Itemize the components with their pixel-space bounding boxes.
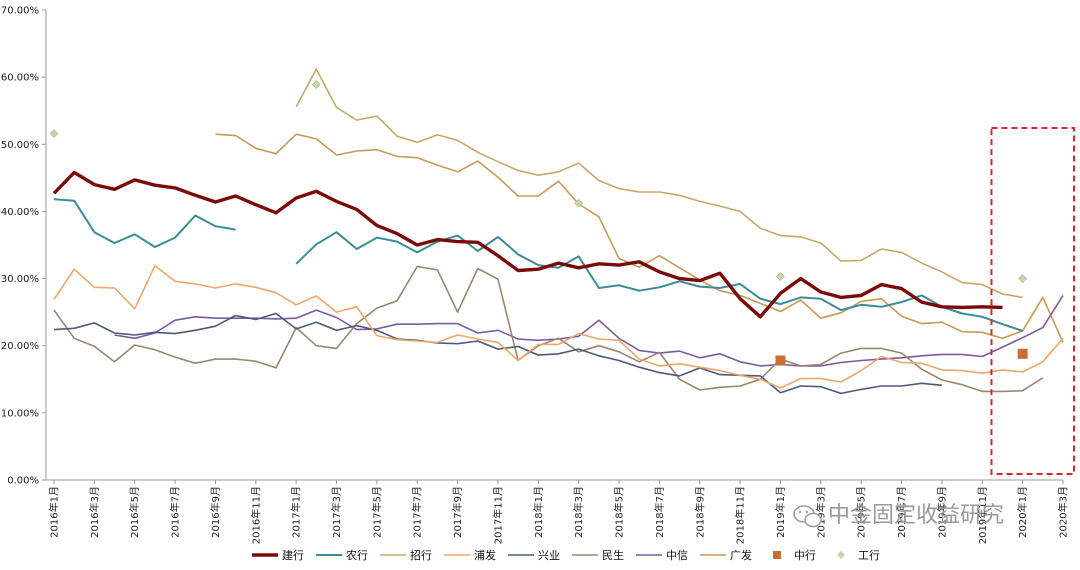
legend-item-农行: 农行 <box>316 548 368 562</box>
y-tick-label: 10.00% <box>1 408 39 419</box>
x-tick-label: 2016年1月 <box>48 486 61 538</box>
series-line-建行 <box>52 170 1003 319</box>
x-tick-label: 2016年5月 <box>128 486 141 538</box>
x-tick-label: 2019年5月 <box>855 486 868 538</box>
legend-label: 农行 <box>346 548 368 562</box>
y-tick-label: 0.00% <box>7 476 39 487</box>
legend-label: 招行 <box>410 548 432 562</box>
legend-item-民生: 民生 <box>572 548 624 562</box>
x-tick-label: 2019年7月 <box>895 486 908 538</box>
legend-label: 民生 <box>602 548 624 562</box>
x-tick-label: 2019年1月 <box>774 486 787 538</box>
y-tick-label: 20.00% <box>1 341 39 352</box>
legend-item-招行: 招行 <box>380 548 432 562</box>
marker-layer <box>49 80 1028 366</box>
x-tick-label: 2020年1月 <box>1016 486 1029 538</box>
legend-label: 工行 <box>858 549 880 562</box>
x-tick-label: 2018年1月 <box>532 486 545 538</box>
x-tick-label: 2020年3月 <box>1057 486 1070 538</box>
legend-label: 建行 <box>282 548 304 562</box>
legend-swatch <box>773 551 781 559</box>
x-tick-label: 2019年9月 <box>935 486 948 538</box>
legend-label: 浦发 <box>474 548 496 562</box>
watermark-text: 中金固定收益研究 <box>828 503 1004 528</box>
x-tick-label: 2018年3月 <box>572 486 585 538</box>
highlight-box <box>990 127 1076 475</box>
x-tick-label: 2016年7月 <box>169 486 182 538</box>
series-line-中信 <box>114 294 1064 367</box>
marker-diamond <box>311 80 321 89</box>
marker-diamond <box>1018 274 1028 283</box>
series-line-农行 <box>53 198 1023 332</box>
x-tick-label: 2016年3月 <box>88 486 101 538</box>
legend-item-浦发: 浦发 <box>444 548 496 562</box>
legend-swatch <box>837 551 845 559</box>
y-tick-label: 40.00% <box>1 207 39 218</box>
series-layer <box>52 68 1064 395</box>
marker-square <box>775 355 786 366</box>
watermark: 中金固定收益研究 <box>793 503 1004 528</box>
x-tick-label: 2016年11月 <box>249 486 262 544</box>
x-tick-label: 2018年9月 <box>693 486 706 538</box>
x-tick-label: 2018年11月 <box>734 486 747 544</box>
x-tick-label: 2017年7月 <box>411 486 424 538</box>
marker-diamond <box>776 272 785 281</box>
series-line-招行 <box>295 68 1023 299</box>
x-tick-label: 2017年3月 <box>330 486 343 538</box>
legend-label: 中行 <box>794 549 816 562</box>
marker-diamond <box>574 198 584 208</box>
legend-item-建行: 建行 <box>252 548 304 562</box>
legend-label: 兴业 <box>538 549 560 562</box>
marker-square <box>1017 348 1028 359</box>
legend-label: 中信 <box>666 549 688 562</box>
x-tick-label: 2017年11月 <box>491 486 504 544</box>
x-axis: 2016年1月 2016年3月 2016年5月 2016年7月 2016年9月 2016年… <box>46 479 1070 544</box>
y-tick-label: 30.00% <box>1 274 39 285</box>
x-tick-label: 2018年5月 <box>613 486 626 538</box>
x-tick-label: 2019年11月 <box>976 486 989 544</box>
legend-item-中信: 中信 <box>636 549 688 562</box>
y-tick-label: 60.00% <box>1 73 39 84</box>
legend-item-广发: 广发 <box>700 548 752 562</box>
series-line-广发 <box>215 133 1064 343</box>
legend-item-中行: 中行 <box>773 549 816 562</box>
marker-diamond <box>49 129 59 138</box>
legend-label: 广发 <box>730 548 752 562</box>
x-tick-label: 2016年9月 <box>209 486 222 538</box>
series-line-浦发 <box>53 265 1064 389</box>
x-tick-label: 2019年3月 <box>814 486 827 538</box>
wechat-icon <box>793 505 822 528</box>
x-tick-label: 2017年1月 <box>290 486 303 538</box>
x-tick-label: 2017年5月 <box>370 486 383 538</box>
y-tick-label: 50.00% <box>1 140 39 151</box>
series-line-民生 <box>53 265 1044 393</box>
x-tick-label: 2018年7月 <box>653 486 666 538</box>
y-tick-label: 70.00% <box>1 6 39 17</box>
y-axis: 0.00% 10.00% 20.00% 30.00% 40.00% 50.00% 60.00… <box>1 6 47 487</box>
legend-item-兴业: 兴业 <box>508 549 560 562</box>
x-tick-label: 2017年9月 <box>451 486 464 538</box>
legend: 建行 农行 招行 浦发 兴业 民生 中信 广发 中行 工行 <box>252 548 880 562</box>
series-line-兴业 <box>53 312 942 395</box>
legend-item-工行: 工行 <box>837 549 880 562</box>
